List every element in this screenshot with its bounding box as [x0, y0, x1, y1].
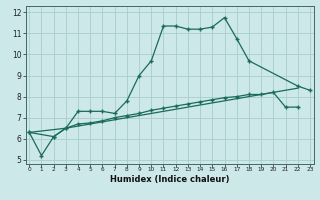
X-axis label: Humidex (Indice chaleur): Humidex (Indice chaleur) — [110, 175, 229, 184]
